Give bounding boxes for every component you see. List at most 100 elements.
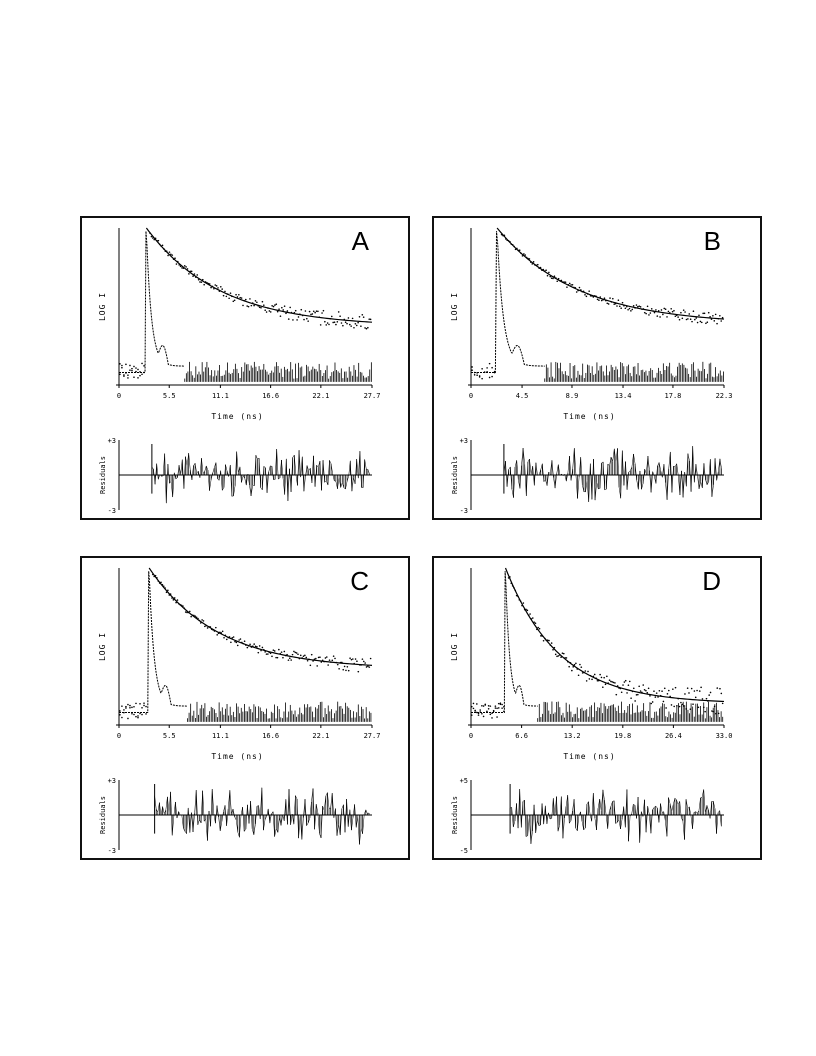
decay-data-point [337,311,340,313]
decay-data-point [236,644,239,647]
decay-data-point [573,286,575,289]
decay-data-point [585,295,588,298]
decay-data-point [719,314,721,317]
decay-data-point [525,608,527,611]
decay-data-point [329,317,332,320]
decay-data-point [226,293,229,295]
decay-data-point [334,657,336,660]
decay-data-point [190,270,193,273]
decay-data-point [279,652,282,655]
decay-data-point [696,321,699,324]
decay-data-point [538,267,540,270]
decay-data-point [296,319,298,321]
decay-data-point [268,651,271,654]
decay-data-point [189,270,192,273]
decay-data-point [705,697,708,700]
decay-data-point [354,658,357,660]
decay-data-point [564,281,567,283]
decay-data-point [716,322,718,325]
decay-data-point [158,243,161,246]
decay-data-point [720,320,723,322]
decay-data-point [269,311,272,313]
decay-data-point [533,621,535,623]
decay-data-point [153,575,155,578]
decay-data-point [549,644,552,646]
decay-data-point [559,280,561,282]
x-axis-label: Time (ns) [563,752,615,761]
decay-data-point [548,271,550,274]
decay-data-point [586,293,589,295]
decay-data-point [606,675,608,678]
pre-pulse-dot [125,363,127,366]
decay-data-point [235,293,237,296]
decay-data-point [500,233,503,236]
decay-data-point [541,269,543,271]
decay-data-point [616,305,618,307]
decay-data-point [209,626,212,628]
pre-pulse-dot [492,709,495,712]
decay-data-point [204,281,207,283]
decay-data-point [306,317,308,320]
decay-data-point [154,574,157,577]
decay-data-point [585,680,588,682]
decay-data-point [221,630,224,633]
pre-pulse-dot [131,369,133,372]
decay-data-point [624,307,627,310]
decay-data-point [358,316,361,318]
pre-pulse-dot [121,366,123,369]
pre-pulse-dot [491,366,493,369]
decay-data-point [582,290,585,293]
decay-data-point [569,662,572,664]
decay-data-point [674,686,677,689]
pre-pulse-dot [125,372,127,374]
pre-pulse-dot [131,367,133,370]
decay-data-point [225,638,228,641]
decay-data-point [699,320,702,323]
decay-data-point [626,692,628,694]
decay-data-point [591,678,593,681]
decay-data-point [213,287,215,290]
decay-data-point [283,305,286,307]
x-tick-label: 5.5 [163,732,176,740]
panel-letter: D [702,566,721,596]
decay-data-point [187,611,190,614]
pre-pulse-dot [493,370,496,373]
decay-data-point [196,274,199,276]
decay-data-point [239,638,242,640]
decay-data-point [532,617,534,619]
decay-data-point [192,275,194,277]
decay-data-point [332,655,335,657]
decay-data-point [256,645,258,648]
pre-pulse-dot [478,376,481,378]
decay-data-point [252,645,254,647]
decay-data-point [635,694,638,696]
decay-data-point [684,311,686,313]
decay-data-point [588,678,591,680]
pre-pulse-dot [499,702,502,704]
decay-data-point [241,641,243,644]
decay-data-point [552,648,554,651]
decay-data-point [616,685,619,687]
decay-data-point [305,656,308,659]
decay-data-point [275,656,277,659]
x-tick-label: 16.6 [262,732,279,740]
decay-data-point [221,288,223,290]
pre-pulse-dot [476,703,478,705]
decay-data-point [614,302,617,305]
pre-pulse-dot [496,716,498,718]
pre-pulse-dot [474,709,476,712]
decay-data-point [273,650,276,652]
residuals-top-tick: +3 [108,777,116,785]
decay-data-point [523,253,525,255]
decay-data-point [584,670,587,672]
decay-data-point [505,238,507,240]
decay-data-point [577,674,580,677]
x-tick-label: 4.5 [516,392,529,400]
decay-data-point [206,281,208,284]
decay-data-point [161,583,164,586]
decay-data-point [269,652,272,655]
y-axis-label: LOG I [98,292,107,321]
decay-data-point [261,300,264,303]
x-axis-label: Time (ns) [211,752,263,761]
decay-data-point [360,664,362,666]
